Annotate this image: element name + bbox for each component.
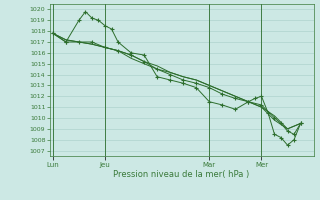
X-axis label: Pression niveau de la mer( hPa ): Pression niveau de la mer( hPa ): [114, 170, 250, 179]
